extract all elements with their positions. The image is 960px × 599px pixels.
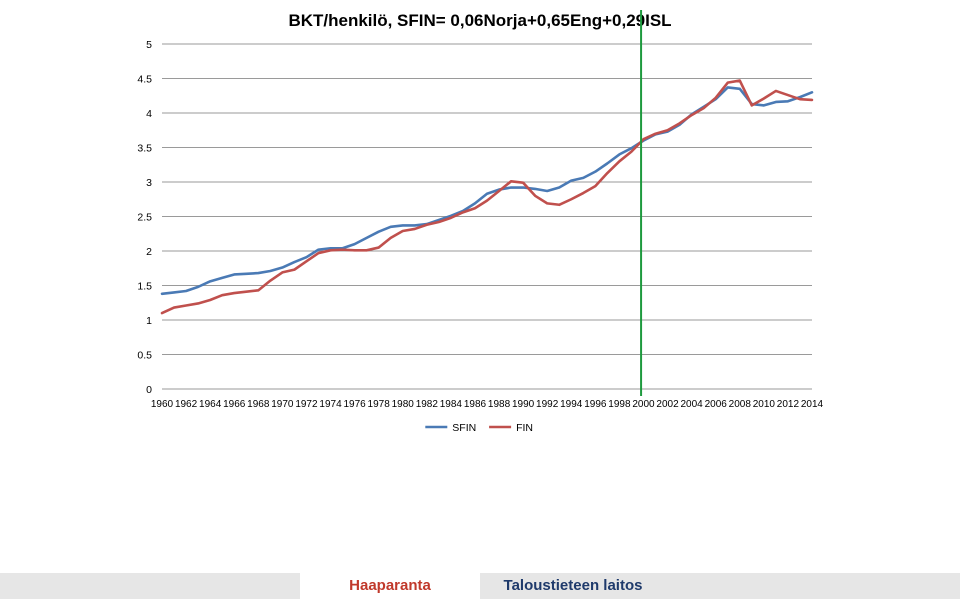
x-tick-label: 1974 xyxy=(319,399,342,410)
x-tick-label: 2002 xyxy=(656,399,679,410)
x-tick-label: 1962 xyxy=(175,399,198,410)
x-tick-label: 1968 xyxy=(247,399,270,410)
y-tick-label: 3.5 xyxy=(137,143,152,155)
x-axis-ticks: 1960 1962 1964 1966 1968 1970 1972 1974 1976 1978… xyxy=(151,399,824,410)
series-line-fin xyxy=(160,79,814,315)
x-tick-label: 1996 xyxy=(584,399,607,410)
x-tick-label: 1990 xyxy=(512,399,535,410)
x-tick-label: 1994 xyxy=(560,399,583,410)
x-tick-label: 1978 xyxy=(368,399,391,410)
legend-label-fin: FIN xyxy=(516,422,533,434)
x-tick-label: 1984 xyxy=(440,399,463,410)
y-tick-label: 1 xyxy=(146,315,152,327)
y-tick-label: 0 xyxy=(146,384,152,396)
footer-left-label: Haaparanta xyxy=(300,573,480,599)
x-tick-label: 2012 xyxy=(777,399,800,410)
x-tick-label: 2004 xyxy=(681,399,704,410)
x-tick-label: 2008 xyxy=(729,399,752,410)
x-tick-label: 2010 xyxy=(753,399,776,410)
x-tick-label: 1988 xyxy=(488,399,511,410)
x-tick-label: 1960 xyxy=(151,399,174,410)
y-tick-label: 1.5 xyxy=(137,281,152,293)
footer-bar: Haaparanta Taloustieteen laitos xyxy=(0,573,960,599)
x-tick-label: 2006 xyxy=(705,399,728,410)
x-tick-label: 1982 xyxy=(416,399,439,410)
x-tick-label: 1992 xyxy=(536,399,559,410)
legend-label-sfin: SFIN xyxy=(452,422,476,434)
gridlines xyxy=(162,43,812,390)
x-tick-label: 1998 xyxy=(608,399,631,410)
x-tick-label: 1972 xyxy=(295,399,318,410)
x-tick-label: 1966 xyxy=(223,399,246,410)
y-tick-label: 4 xyxy=(146,108,152,120)
x-tick-label: 1980 xyxy=(392,399,415,410)
legend: SFIN FIN xyxy=(425,422,533,434)
x-tick-label: 1976 xyxy=(343,399,366,410)
x-tick-label: 2000 xyxy=(632,399,655,410)
y-tick-label: 0.5 xyxy=(137,350,152,362)
y-tick-label: 5 xyxy=(146,39,152,51)
x-tick-label: 2014 xyxy=(801,399,824,410)
y-tick-label: 4.5 xyxy=(137,74,152,86)
y-tick-label: 2 xyxy=(146,246,152,258)
series-lines xyxy=(160,79,814,315)
x-tick-label: 1986 xyxy=(464,399,487,410)
y-tick-label: 3 xyxy=(146,177,152,189)
y-tick-label: 2.5 xyxy=(137,212,152,224)
x-tick-label: 1970 xyxy=(271,399,294,410)
footer-right-label: Taloustieteen laitos xyxy=(503,577,643,594)
chart-title: BKT/henkilö, SFIN= 0,06Norja+0,65Eng+0,2… xyxy=(288,11,671,30)
x-tick-label: 1964 xyxy=(199,399,222,410)
y-axis-ticks: 0 0.5 1 1.5 2 2.5 3 3.5 4 4.5 5 xyxy=(137,39,152,396)
series-line-sfin xyxy=(160,86,814,296)
